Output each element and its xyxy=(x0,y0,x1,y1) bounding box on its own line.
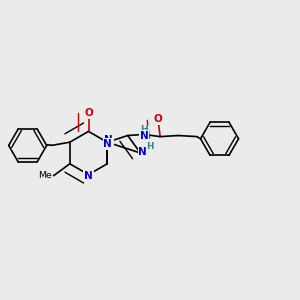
Text: N: N xyxy=(140,131,148,141)
Text: N: N xyxy=(104,135,113,145)
Text: N: N xyxy=(139,146,147,157)
Text: O: O xyxy=(84,108,93,118)
Text: H: H xyxy=(146,142,153,151)
Text: O: O xyxy=(154,114,162,124)
Text: Me: Me xyxy=(38,171,52,180)
Text: N: N xyxy=(84,171,93,181)
Text: H: H xyxy=(140,125,148,134)
Text: N: N xyxy=(103,139,112,149)
